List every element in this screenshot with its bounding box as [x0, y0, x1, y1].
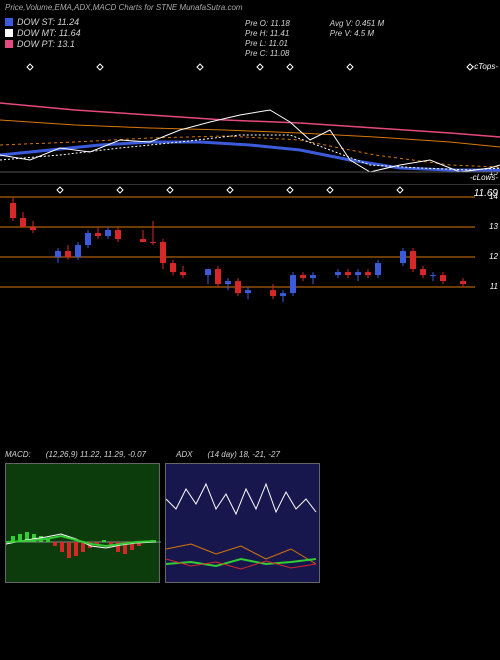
adx-panel	[165, 463, 320, 583]
bottom-labels-row: MACD: (12,26,9) 11.22, 11.29, -0.07 ADX …	[0, 445, 500, 461]
bottom-charts	[0, 461, 500, 585]
volume-value: Pre V: 4.5 M	[330, 29, 384, 38]
separator-space	[0, 315, 500, 445]
macd-label: MACD:	[5, 450, 31, 459]
macd-panel	[5, 463, 160, 583]
indicator-item: DOW MT: 11.64	[5, 28, 245, 38]
adx-label: ADX	[176, 450, 192, 459]
ohlc-value: Pre H: 11.41	[245, 29, 290, 38]
ohlc-value: Pre O: 11.18	[245, 19, 290, 28]
upper-line-chart: -cTops- -cLows- 15	[0, 60, 500, 185]
indicator-color-box	[5, 29, 13, 37]
indicator-color-box	[5, 40, 13, 48]
ohlc-value: Pre C: 11.08	[245, 49, 290, 58]
indicators-left: DOW ST: 11.24DOW MT: 11.64DOW PT: 13.1	[5, 17, 245, 58]
indicators-row: DOW ST: 11.24DOW MT: 11.64DOW PT: 13.1 P…	[0, 15, 500, 60]
page-title: Price,Volume,EMA,ADX,MACD Charts for STN…	[0, 0, 500, 15]
adx-values: (14 day) 18, -21, -27	[207, 450, 279, 459]
candlestick-chart: 14131211	[0, 185, 500, 315]
chart-area: -cTops- -cLows- 15 11.69 14131211	[0, 60, 500, 445]
indicator-label: DOW MT: 11.64	[17, 28, 81, 38]
indicator-label: DOW ST: 11.24	[17, 17, 79, 27]
ohlc-value: Pre L: 11.01	[245, 39, 290, 48]
macd-values: (12,26,9) 11.22, 11.29, -0.07	[46, 450, 146, 459]
indicator-color-box	[5, 18, 13, 26]
indicators-right: Pre O: 11.18Pre H: 11.41Pre L: 11.01Pre …	[245, 17, 495, 58]
indicator-item: DOW PT: 13.1	[5, 39, 245, 49]
indicator-item: DOW ST: 11.24	[5, 17, 245, 27]
indicator-label: DOW PT: 13.1	[17, 39, 75, 49]
volume-value: Avg V: 0.451 M	[330, 19, 384, 28]
